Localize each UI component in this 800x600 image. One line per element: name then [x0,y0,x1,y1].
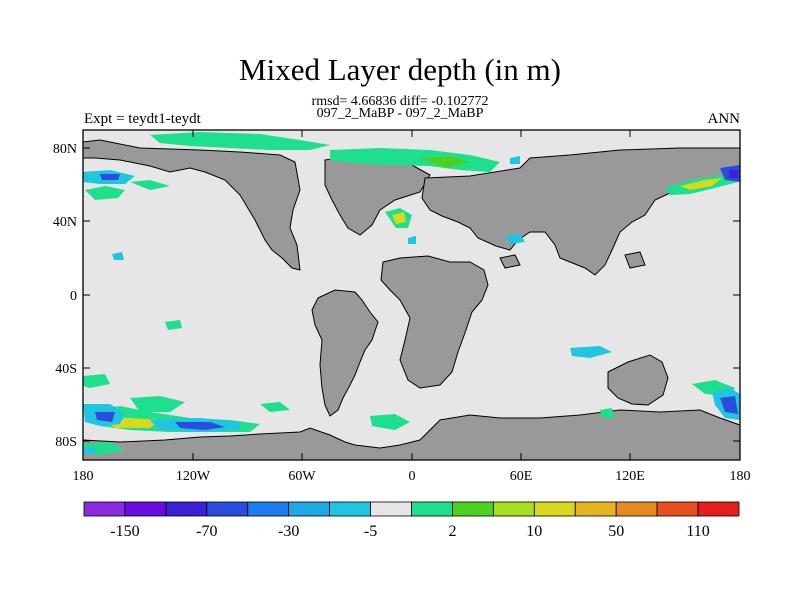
colorbar-label: -30 [278,523,299,540]
lat-label: 40N [53,215,77,230]
colorbar-swatch [329,501,371,517]
colorbar-swatch [656,501,699,517]
colorbar-swatch [165,501,208,517]
lat-label: 80N [53,142,77,157]
lon-label: 120W [176,469,211,484]
lon-label: 60W [288,469,316,484]
colorbar-labels: -150 -70 -30 -5 2 10 50 110 [110,523,709,540]
colorbar-label: 110 [686,523,709,540]
colorbar-swatch [124,501,167,517]
lon-label: 180 [73,469,94,484]
colorbar-swatch [206,501,249,517]
colorbar-label: -5 [364,523,377,540]
season-label: ANN [707,111,741,127]
lat-label: 40S [55,362,77,377]
lon-label: 60E [510,469,533,484]
colorbar-swatch [697,501,740,517]
colorbar-swatch [83,501,126,517]
colorbar-swatch [288,501,331,517]
lon-labels: 180 120W 60W 0 60E 120E 180 [73,469,751,484]
negative-anomalies [83,156,740,454]
colorbar-swatch [492,501,535,517]
colorbar-swatch [247,501,290,517]
lon-tick-marks [192,130,631,460]
lat-tick-marks [83,147,740,442]
lat-labels: 80N 40N 0 40S 80S [53,142,77,450]
lat-label: 80S [55,435,77,450]
colorbar-swatch [615,501,658,517]
map-title: Mixed Layer depth (in m) [239,52,561,87]
lat-label: 0 [70,289,77,304]
experiment-label: Expt = teydt1-teydt [84,111,201,127]
lon-label: 0 [409,469,416,484]
colorbar-swatch [533,501,576,517]
colorbar-label: 50 [608,523,624,540]
cases-line: 097_2_MaBP - 097_2_MaBP [316,106,484,121]
land-masses [82,139,741,461]
lon-label: 180 [730,469,751,484]
stats-line: rmsd= 4.66836 diff= -0.102772 [311,94,489,109]
lon-label: 120E [615,469,645,484]
colorbar-swatch [574,501,617,517]
colorbar-swatch [411,501,453,517]
colorbar-label: -70 [196,523,217,540]
colorbar-swatch [370,501,412,517]
colorbar-label: 2 [448,523,456,540]
colorbar-label: 10 [526,523,542,540]
colorbar [83,501,740,517]
colorbar-label: -150 [110,523,139,540]
colorbar-swatch [452,501,494,517]
